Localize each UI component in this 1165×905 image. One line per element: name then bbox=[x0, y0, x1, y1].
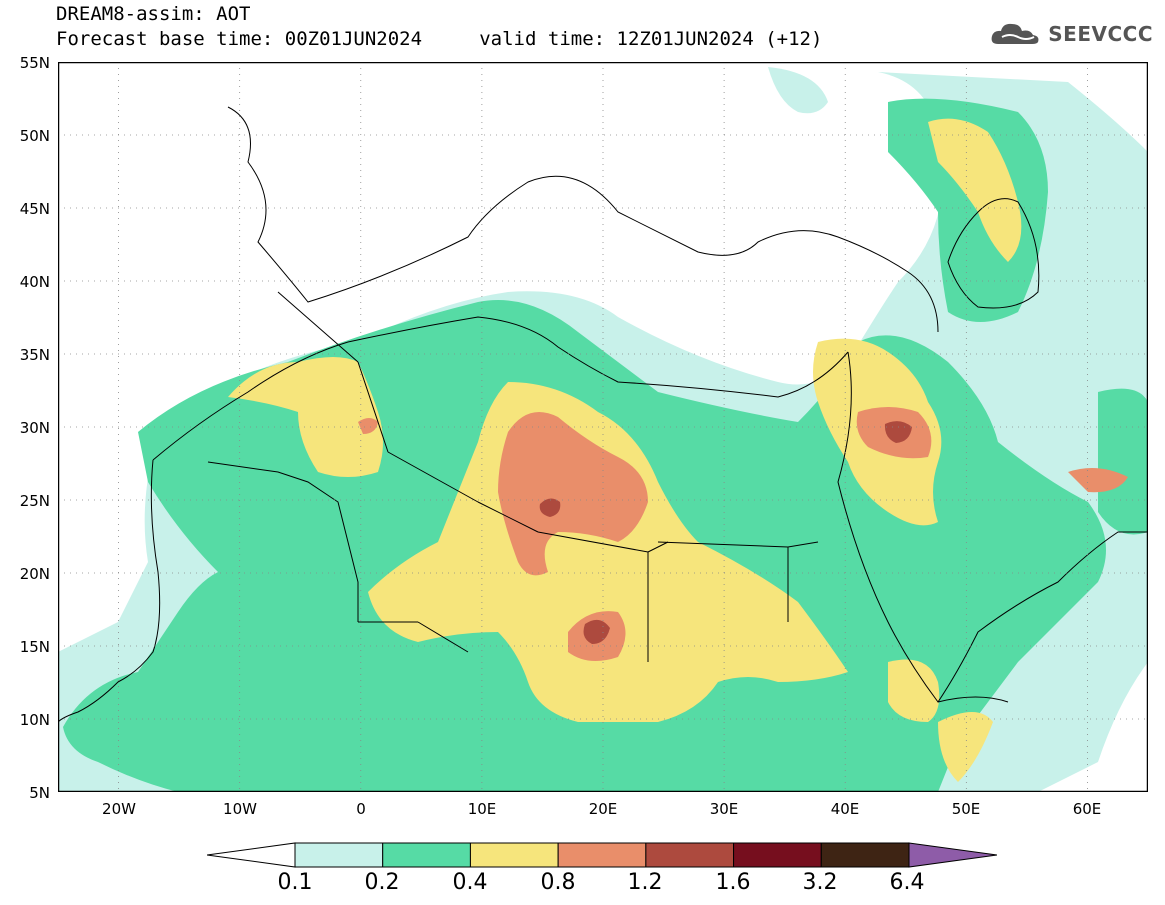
lon-label-40e: 40E bbox=[830, 800, 860, 818]
colorbar-label-3.2: 3.2 bbox=[802, 870, 838, 895]
colorbar-label-0.1: 0.1 bbox=[277, 870, 313, 895]
map-border bbox=[58, 62, 1148, 792]
lat-label-25n: 25N bbox=[19, 492, 50, 510]
coastlines bbox=[58, 106, 1148, 723]
lon-label-30e: 30E bbox=[709, 800, 739, 818]
lat-label-5n: 5N bbox=[29, 784, 50, 802]
lat-label-30n: 30N bbox=[19, 419, 50, 437]
logo: SEEVCCC bbox=[990, 20, 1153, 48]
colorbar-label-6.4: 6.4 bbox=[889, 870, 925, 895]
lon-label-20w: 20W bbox=[102, 800, 136, 818]
colorbar-segment-4 bbox=[645, 842, 735, 868]
lat-label-50n: 50N bbox=[19, 127, 50, 145]
lon-label-50e: 50E bbox=[951, 800, 981, 818]
colorbar-label-0.2: 0.2 bbox=[364, 870, 400, 895]
lat-label-40n: 40N bbox=[19, 273, 50, 291]
lon-label-10e: 10E bbox=[467, 800, 497, 818]
map-title: DREAM8-assim: AOT bbox=[56, 3, 251, 25]
lat-label-20n: 20N bbox=[19, 565, 50, 583]
colorbar-label-0.8: 0.8 bbox=[540, 870, 576, 895]
aot-level-1.2 bbox=[539, 421, 912, 644]
colorbar-label-0.4: 0.4 bbox=[452, 870, 488, 895]
colorbar-label-1.6: 1.6 bbox=[715, 870, 751, 895]
colorbar-segment-2 bbox=[469, 842, 559, 868]
logo-text: SEEVCCC bbox=[1048, 22, 1153, 46]
lat-label-35n: 35N bbox=[19, 346, 50, 364]
colorbar-segment-0 bbox=[294, 842, 384, 868]
colorbar-over-arrow bbox=[908, 842, 997, 868]
lon-label-60e: 60E bbox=[1072, 800, 1102, 818]
colorbar-segment-1 bbox=[382, 842, 471, 868]
colorbar-segment-5 bbox=[733, 842, 822, 868]
aot-level-0.8 bbox=[358, 407, 1128, 661]
aot-map bbox=[58, 62, 1148, 792]
lon-label-10w: 10W bbox=[223, 800, 257, 818]
forecast-time-line: Forecast base time: 00Z01JUN2024 valid t… bbox=[56, 28, 823, 50]
lon-label-0: 0 bbox=[356, 800, 366, 818]
colorbar-segment-3 bbox=[557, 842, 647, 868]
lat-label-45n: 45N bbox=[19, 200, 50, 218]
colorbar-label-1.2: 1.2 bbox=[627, 870, 663, 895]
lat-label-10n: 10N bbox=[19, 711, 50, 729]
colorbar-under-arrow bbox=[207, 842, 296, 868]
colorbar bbox=[207, 842, 997, 868]
lat-label-55n: 55N bbox=[19, 54, 50, 72]
lon-label-20e: 20E bbox=[588, 800, 618, 818]
cloud-icon bbox=[991, 23, 1039, 44]
colorbar-segment-6 bbox=[820, 842, 910, 868]
aot-level-0.4 bbox=[228, 118, 1022, 782]
lat-label-15n: 15N bbox=[19, 638, 50, 656]
